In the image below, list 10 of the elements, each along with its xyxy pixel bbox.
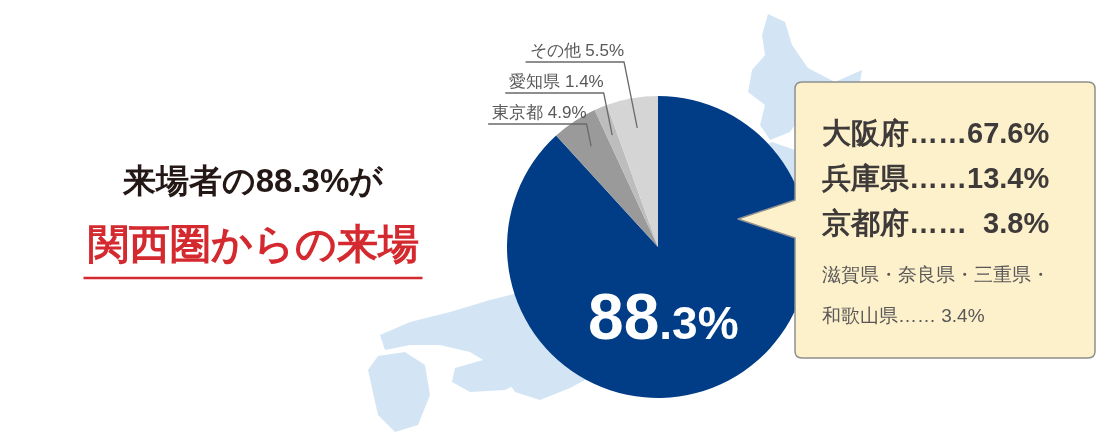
data-label: 88.3% xyxy=(588,281,739,354)
slice-label: 東京都 4.9% xyxy=(492,103,587,122)
text: 京都府…… 3.8% xyxy=(821,207,1050,239)
slice-label: 愛知県 1.4% xyxy=(509,72,604,91)
text: 大阪府……67.6% xyxy=(822,117,1050,149)
text: 来場者の88.3%が xyxy=(121,162,385,199)
slice-label: その他 5.5% xyxy=(529,41,625,60)
text: 兵庫県……13.4% xyxy=(821,162,1050,194)
text: 関西圏からの来場 xyxy=(87,221,419,267)
text: 滋賀県・奈良県・三重県・和歌山県…… 3.4% xyxy=(822,264,1050,326)
